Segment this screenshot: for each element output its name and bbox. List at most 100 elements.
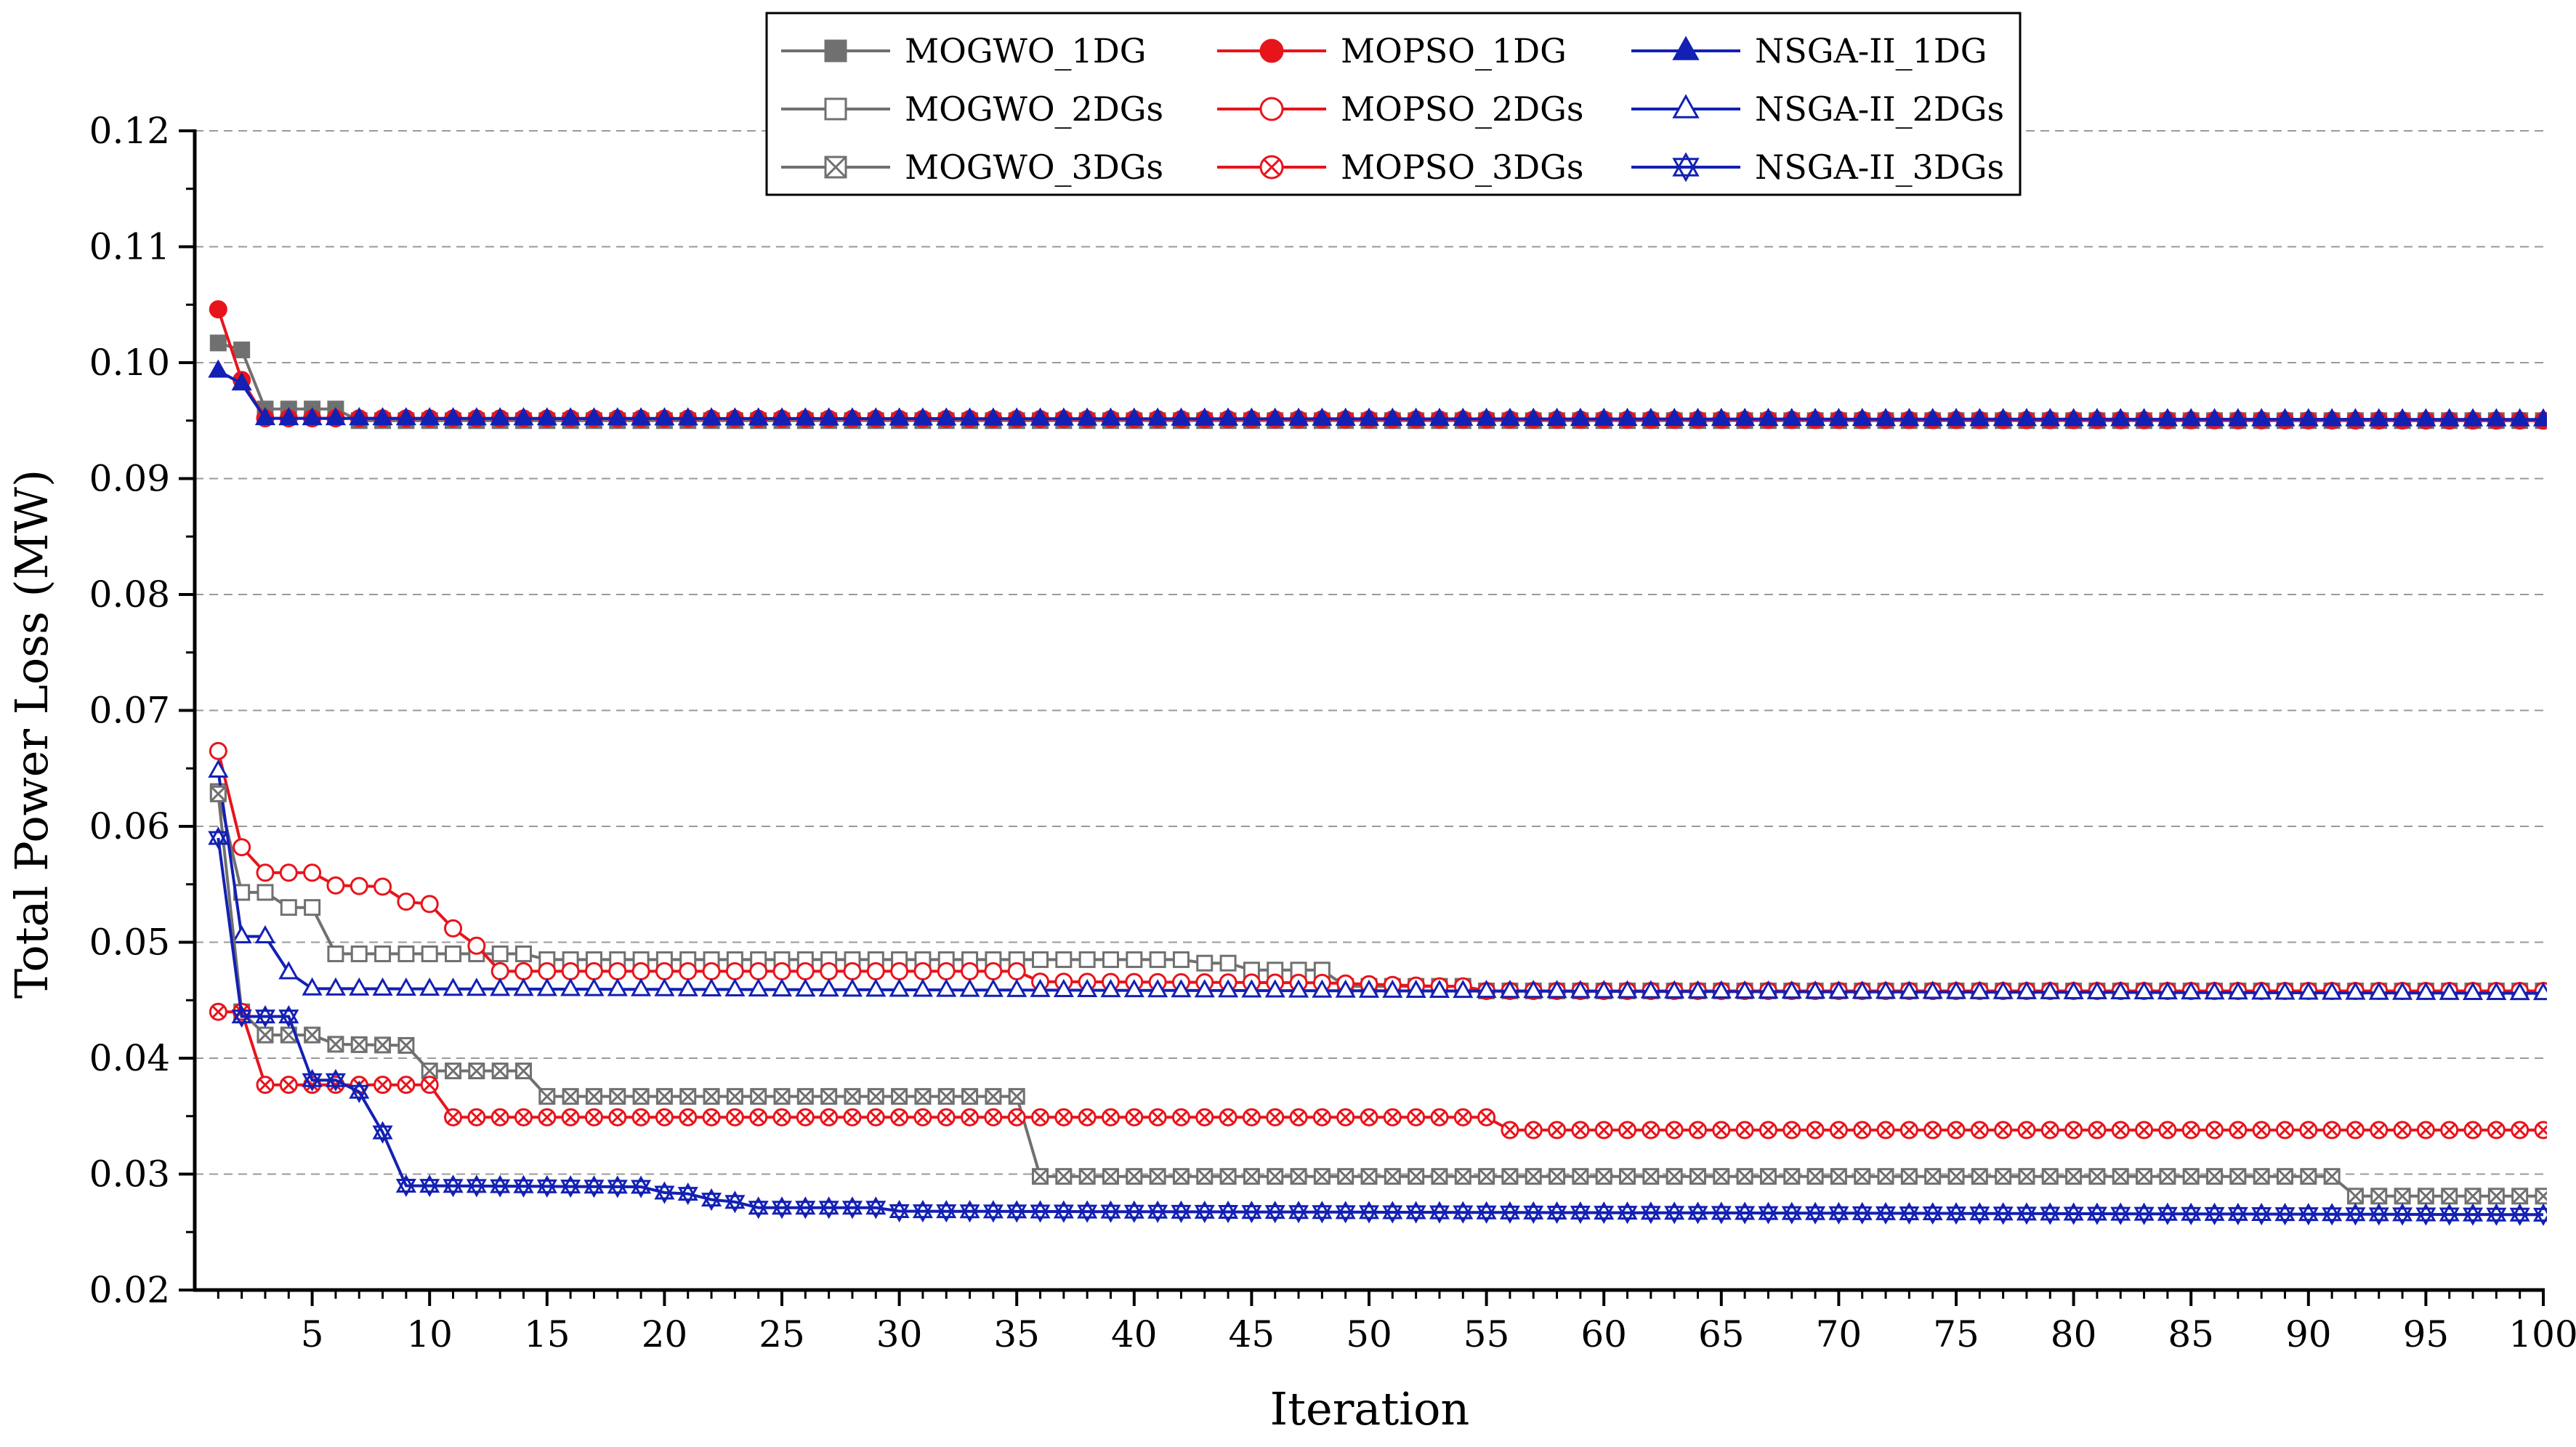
data-point	[1806, 1121, 1825, 1140]
legend-entry: MOPSO_2DGs	[1217, 89, 1584, 129]
data-point	[233, 838, 251, 857]
marker-tri-down	[2086, 1206, 2107, 1225]
marker-cross	[728, 1111, 742, 1124]
data-point	[2181, 981, 2202, 1000]
marker-tri-down	[607, 1180, 628, 1198]
data-point	[1264, 979, 1285, 998]
data-point	[443, 978, 464, 996]
data-point	[421, 945, 438, 962]
data-point	[1546, 1201, 1567, 1225]
marker-tri-up	[1922, 1201, 1943, 1221]
marker-cross	[2300, 1168, 2317, 1185]
legend-box	[765, 12, 2022, 196]
data-point	[513, 1174, 534, 1198]
data-point	[824, 39, 847, 63]
x-tick-label: 55	[1463, 1313, 1510, 1355]
marker-tri-up	[349, 1080, 370, 1099]
data-point	[865, 978, 887, 997]
data-point	[631, 1108, 650, 1126]
data-point	[1195, 1108, 1214, 1126]
marker-cross	[916, 1111, 929, 1124]
data-point	[325, 1068, 346, 1092]
data-point	[1243, 1168, 1260, 1185]
marker-tri-down	[1123, 1204, 1144, 1223]
data-point	[1805, 1201, 1826, 1225]
data-point	[1922, 1201, 1943, 1225]
data-point	[2253, 1168, 2270, 1185]
data-point	[561, 962, 580, 980]
data-point	[2133, 1202, 2155, 1225]
data-point	[2416, 1121, 2435, 1140]
data-point	[1524, 1121, 1543, 1140]
data-point	[208, 826, 229, 850]
data-point	[608, 962, 627, 980]
data-point	[1266, 1108, 1285, 1126]
y-tick-label: 0.03	[89, 1153, 170, 1196]
series-nsga-ii-3dgs	[208, 826, 2547, 1226]
data-point	[655, 1088, 673, 1105]
data-point	[538, 1088, 556, 1105]
marker-cross	[1926, 1124, 1939, 1137]
data-point	[374, 877, 392, 896]
marker-tri-down	[1758, 1206, 1779, 1225]
data-point	[1971, 1168, 1988, 1185]
marker-tri-down	[1218, 1204, 1239, 1224]
data-point	[677, 407, 698, 426]
marker-tri-up	[302, 1068, 323, 1087]
marker-cross	[1550, 1124, 1564, 1137]
data-point	[1335, 407, 1356, 426]
data-point	[2299, 1121, 2318, 1140]
marker-tri-down	[1194, 1204, 1215, 1223]
data-point	[2159, 1168, 2176, 1185]
data-point	[2111, 1121, 2130, 1140]
data-point	[397, 1036, 415, 1054]
data-point	[2322, 1203, 2343, 1226]
marker-tri-down	[1594, 1206, 1615, 1225]
data-point	[749, 1108, 768, 1126]
marker-tri-up	[1805, 1201, 1826, 1220]
legend-label: NSGA-II_1DG	[1755, 31, 1987, 70]
data-point	[2040, 1202, 2061, 1225]
marker-cross	[1713, 1168, 1729, 1185]
data-point	[1055, 951, 1073, 968]
data-point	[1429, 407, 1450, 426]
data-point	[1171, 979, 1192, 998]
data-point	[677, 1182, 698, 1206]
data-point	[1664, 407, 1685, 427]
data-point	[1594, 1201, 1615, 1225]
marker-tri-down	[490, 1179, 511, 1198]
data-point	[2417, 1188, 2434, 1205]
data-point	[349, 1080, 370, 1103]
data-point	[1219, 1168, 1237, 1185]
data-point	[395, 978, 416, 996]
data-point	[1337, 1168, 1354, 1185]
y-axis-title: Total Power Loss (MW)	[5, 469, 58, 999]
marker-tri-down	[1453, 1205, 1474, 1224]
series-line	[217, 341, 2543, 422]
data-point	[2157, 981, 2178, 1000]
marker-tri-up	[1453, 1201, 1474, 1220]
data-point	[1032, 1168, 1049, 1185]
marker-tri-up	[2251, 1202, 2272, 1222]
data-point	[231, 1005, 252, 1028]
data-point	[560, 407, 581, 426]
marker-tri-up	[1006, 1200, 1027, 1219]
data-point	[1431, 1168, 1448, 1185]
data-point	[1382, 407, 1403, 426]
marker-cross	[2088, 1168, 2105, 1185]
data-point	[1100, 1200, 1121, 1223]
data-point	[1992, 1202, 2014, 1225]
data-point	[1241, 407, 1262, 426]
y-tick-label: 0.08	[89, 573, 170, 616]
marker-tri-up	[2063, 1202, 2084, 1221]
marker-tri-down	[1664, 1206, 1685, 1225]
data-point	[2204, 981, 2225, 1000]
data-point	[1172, 1168, 1190, 1185]
series-line	[217, 837, 2543, 1217]
marker-cross	[1102, 1168, 1119, 1185]
marker-tri-down	[2204, 1206, 2225, 1225]
data-point	[1572, 1168, 1589, 1185]
data-point	[1360, 1168, 1378, 1185]
data-point	[1453, 1201, 1474, 1224]
